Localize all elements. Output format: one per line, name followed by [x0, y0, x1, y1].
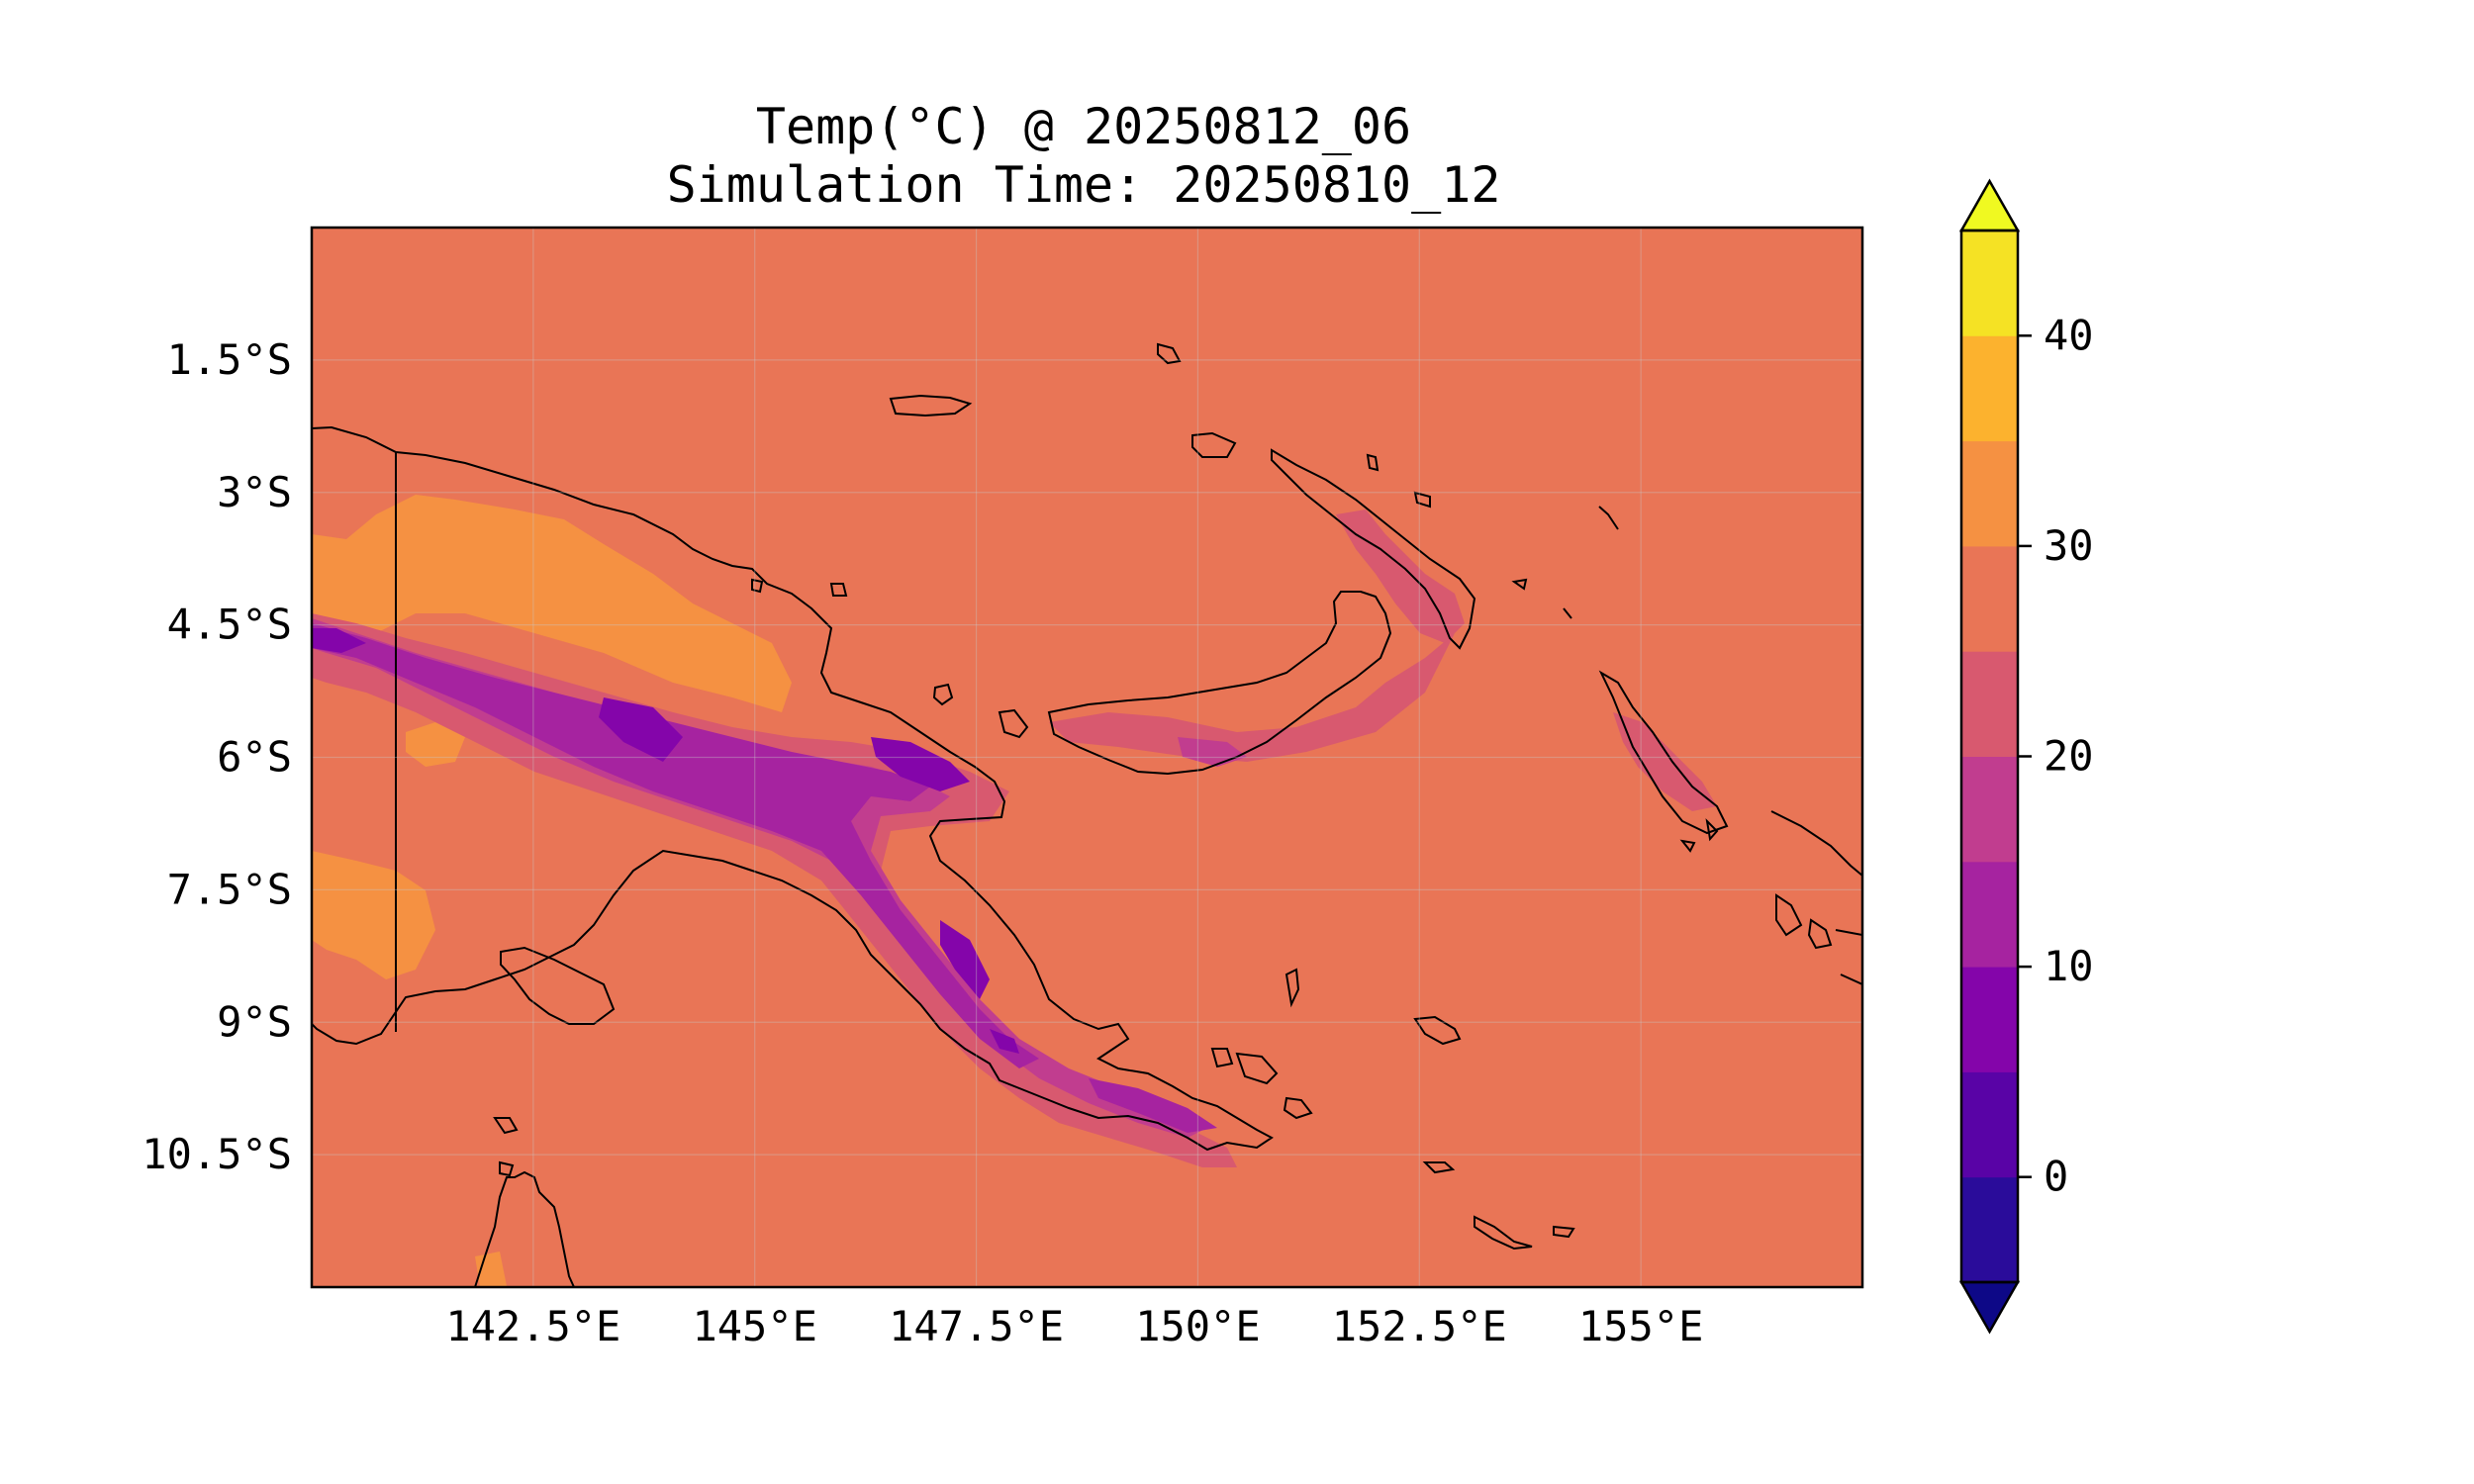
- colorbar-band: [1961, 545, 2018, 652]
- map-frame: [310, 226, 1864, 1289]
- coastline-island: [1413, 491, 1431, 509]
- colorbar-band: [1961, 651, 2018, 757]
- latitude-tick-label: 9°S: [217, 997, 292, 1046]
- latitude-tick-label: 7.5°S: [167, 865, 292, 913]
- coastline-island: [1422, 1161, 1456, 1174]
- coastline-island: [1366, 453, 1380, 472]
- colorbar-extend-under: [1958, 1280, 2021, 1335]
- coastline-island: [1210, 1048, 1279, 1085]
- temperature-contour-5-10: [990, 1029, 1019, 1054]
- longitude-tick-label: 142.5°E: [445, 1302, 620, 1350]
- colorbar-tick-labels: 0 10 20 30 40: [2018, 311, 2094, 1201]
- coastline-island: [1283, 1096, 1313, 1120]
- coastlines: [312, 342, 1862, 1287]
- coastline-cape-york: [474, 1170, 575, 1287]
- colorbar-tick-label: 0: [2044, 1153, 2068, 1201]
- colorbar-bands: [1958, 178, 2021, 1335]
- temperature-contour-20-25: [1336, 510, 1465, 643]
- coastline-island: [1285, 968, 1300, 1008]
- coastline-island: [1474, 1215, 1533, 1251]
- colorbar-band: [1961, 861, 2018, 968]
- longitude-tick-label: 147.5°E: [889, 1302, 1064, 1350]
- coastline-island: [1413, 1015, 1462, 1046]
- temperature-contour-5-10: [312, 628, 366, 653]
- colorbar-band: [1961, 1176, 2018, 1283]
- latitude-tick-labels: 1.5°S 3°S 4.5°S 6°S 7.5°S 9°S 10.5°S: [142, 335, 292, 1178]
- temperature-contour-20-25: [1049, 633, 1455, 762]
- coastline-new-ireland: [1271, 448, 1476, 650]
- gridlines: [312, 228, 1862, 1287]
- map-title-line2: Simulation Time: 20250810_12: [666, 156, 1501, 214]
- colorbar-band: [1961, 335, 2018, 442]
- coastline-island: [1191, 431, 1237, 458]
- temperature-contour-5-10: [871, 737, 970, 791]
- coastline-island: [932, 683, 954, 706]
- temperature-contour-10-15: [312, 623, 1039, 1068]
- coastline-manus-island: [889, 394, 973, 417]
- temperature-contour-30-35: [312, 851, 435, 979]
- temperature-contour-15-20: [312, 618, 1207, 1138]
- longitude-tick-label: 150°E: [1135, 1302, 1260, 1350]
- coastline-solomon-islands: [1770, 810, 1862, 877]
- coastline-island: [1553, 1225, 1575, 1239]
- colorbar-tick-label: 30: [2044, 521, 2094, 570]
- temperature-contour-5-10: [599, 697, 683, 762]
- coastline-island: [829, 583, 848, 597]
- coastline-island: [1157, 342, 1182, 365]
- longitude-tick-label: 145°E: [692, 1302, 816, 1350]
- coastline-island: [1511, 578, 1572, 619]
- map-title-line1: Temp(°C) @ 20250812_06: [755, 98, 1412, 155]
- longitude-tick-label: 155°E: [1578, 1302, 1703, 1350]
- colorbar-band: [1961, 440, 2018, 547]
- colorbar-band: [1961, 967, 2018, 1072]
- colorbar-band: [1961, 756, 2018, 863]
- colorbar-tick-label: 40: [2044, 311, 2094, 359]
- coastline-island: [1598, 506, 1619, 530]
- temperature-field: [312, 495, 1717, 1287]
- latitude-tick-label: 10.5°S: [142, 1130, 292, 1178]
- coastline-island: [751, 578, 764, 594]
- temperature-contour-5-10: [940, 920, 990, 999]
- colorbar-tick-label: 20: [2044, 732, 2094, 781]
- coastline-island: [998, 708, 1029, 739]
- temperature-contour-20-25: [312, 613, 1237, 1167]
- temperature-contour-30-35: [312, 495, 792, 712]
- longitude-tick-labels: 142.5°E 145°E 147.5°E 150°E 152.5°E 155°E: [445, 1302, 1703, 1350]
- latitude-tick-label: 3°S: [217, 468, 292, 516]
- colorbar-extend-over: [1958, 178, 2021, 232]
- coastline-island: [1679, 818, 1719, 853]
- temperature-contour-10-15: [1089, 1078, 1217, 1133]
- coastline-new-britain: [1047, 591, 1392, 776]
- coastline-fly-river-delta: [500, 946, 616, 1025]
- coastline-new-guinea: [312, 425, 1274, 1152]
- colorbar-band: [1961, 231, 2018, 336]
- coastline-solomon-islands: [1775, 893, 1862, 950]
- latitude-tick-label: 4.5°S: [167, 601, 292, 649]
- coastline-bougainville: [1598, 670, 1729, 835]
- latitude-tick-label: 6°S: [217, 733, 292, 782]
- colorbar-tick-label: 10: [2044, 942, 2094, 990]
- latitude-tick-label: 1.5°S: [167, 335, 292, 384]
- longitude-tick-label: 152.5°E: [1332, 1302, 1507, 1350]
- coastline-torres-strait: [493, 1117, 519, 1177]
- temperature-contour-30-35: [406, 722, 465, 767]
- coastline-solomon-islands: [1840, 974, 1862, 985]
- colorbar-band: [1961, 1071, 2018, 1178]
